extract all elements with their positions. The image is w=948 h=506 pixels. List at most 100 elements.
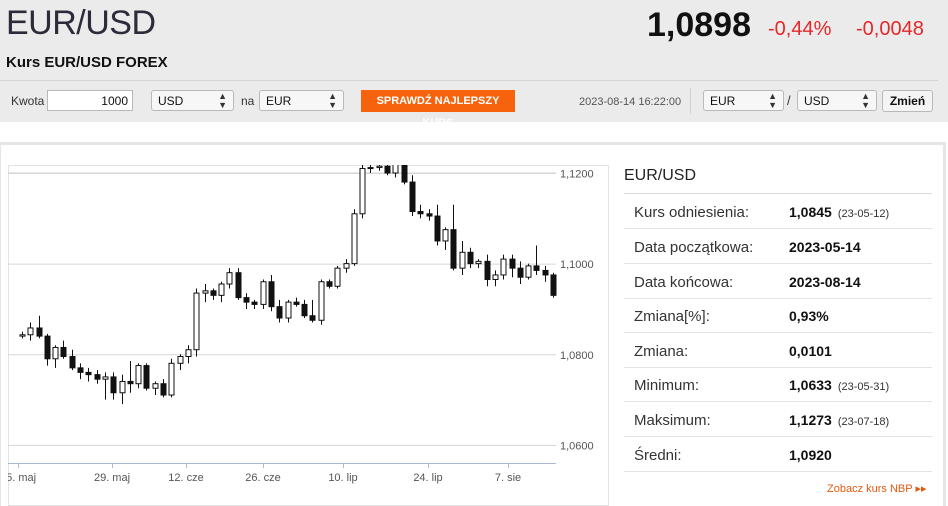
stat-row-start-date: Data początkowa: 2023-05-14 xyxy=(624,229,932,264)
candle-body xyxy=(44,335,51,360)
candle-body xyxy=(392,165,399,174)
y-tick-label: 1,1000 xyxy=(560,259,594,271)
candle-body xyxy=(260,281,267,305)
nbp-rate-link[interactable]: Zobacz kurs NBP ▸▸ xyxy=(827,483,927,495)
candle-body xyxy=(77,367,84,373)
candle-body xyxy=(119,380,126,394)
chart-y-labels: 1,0600 1,0800 1,1000 1,1200 xyxy=(560,169,594,453)
stat-date: (23-05-31) xyxy=(837,381,890,393)
change-percent: -0,44% xyxy=(768,18,832,40)
stat-label: Zmiana: xyxy=(634,343,689,360)
candle-body xyxy=(467,251,474,265)
stat-label: Data początkowa: xyxy=(634,239,754,256)
x-tick-label: 12. cze xyxy=(168,472,203,484)
candle-body xyxy=(509,258,516,269)
y-tick-label: 1,1200 xyxy=(560,169,594,181)
candle-body xyxy=(500,258,507,276)
x-tick-label: 26. cze xyxy=(245,472,280,484)
from-currency-value: USD xyxy=(158,94,184,108)
stat-label: Średni: xyxy=(634,447,682,464)
candle-body xyxy=(143,365,150,389)
pair-quote-select[interactable]: USD ▲ ▼ xyxy=(797,90,877,111)
candle-body xyxy=(102,376,109,380)
quote-header: EUR/USD Kurs EUR/USD FOREX 1,0898 -0,44%… xyxy=(0,0,948,129)
change-pair-button[interactable]: Zmień xyxy=(882,90,933,112)
chart-candles xyxy=(19,165,557,405)
candle-body xyxy=(434,215,441,242)
stat-row-end-date: Data końcowa: 2023-08-14 xyxy=(624,264,932,299)
stat-value-text: 1,1273 xyxy=(789,412,832,428)
page-subtitle: Kurs EUR/USD FOREX xyxy=(6,54,168,71)
candle-body xyxy=(285,301,292,319)
from-currency-select[interactable]: USD ▲ ▼ xyxy=(151,90,234,111)
candle-body xyxy=(19,334,26,337)
amount-label: Kwota xyxy=(11,94,45,108)
candle-body xyxy=(152,383,159,389)
current-price: 1,0898 xyxy=(647,6,751,44)
candle-body xyxy=(442,229,449,242)
candle-body xyxy=(484,260,491,280)
candle-body xyxy=(517,267,524,278)
to-label: na xyxy=(241,94,255,108)
candle-body xyxy=(367,167,374,170)
pair-base-value: EUR xyxy=(710,94,736,108)
stat-row-change: Zmiana: 0,0101 xyxy=(624,333,932,368)
stat-date: (23-05-12) xyxy=(837,208,890,220)
candle-body xyxy=(177,356,184,364)
select-arrows-icon: ▲ ▼ xyxy=(861,91,870,110)
candle-body xyxy=(384,165,391,174)
stat-label: Kurs odniesienia: xyxy=(634,204,750,221)
stat-date: (23-07-18) xyxy=(837,416,890,428)
candle-body xyxy=(426,213,433,217)
stat-value: 1,0633 (23-05-31) xyxy=(789,377,889,393)
candle-body xyxy=(251,301,258,305)
stat-label: Data końcowa: xyxy=(634,274,734,291)
candle-body xyxy=(309,315,316,321)
to-currency-select[interactable]: EUR ▲ ▼ xyxy=(259,90,344,111)
content-panel xyxy=(0,142,946,506)
stat-value: 1,0845 (23-05-12) xyxy=(789,204,889,220)
candle-body xyxy=(218,283,225,296)
best-rate-button[interactable]: SPRAWDŹ NAJLEPSZY KURS xyxy=(361,90,515,129)
stat-value: 1,0920 xyxy=(789,447,832,463)
candle-body xyxy=(127,380,134,385)
candle-body xyxy=(60,346,67,358)
candle-body xyxy=(235,272,242,299)
candle-body xyxy=(193,292,200,351)
pair-quote-value: USD xyxy=(804,94,830,108)
x-tick-label: 10. lip xyxy=(328,472,357,484)
candle-body xyxy=(168,362,175,396)
candle-body xyxy=(475,260,482,265)
candle-body xyxy=(69,356,76,369)
chart-grid xyxy=(8,172,556,468)
to-currency-value: EUR xyxy=(266,94,292,108)
candle-body xyxy=(459,251,466,269)
candle-body xyxy=(202,290,209,294)
stat-row-maximum: Maksimum: 1,1273 (23-07-18) xyxy=(624,402,932,437)
candle-body xyxy=(492,274,499,280)
candle-body xyxy=(268,281,275,308)
stat-value-text: 1,0845 xyxy=(789,204,832,220)
candle-body xyxy=(550,274,557,296)
candle-body xyxy=(226,272,233,285)
select-arrows-icon: ▲ ▼ xyxy=(218,91,227,110)
candle-body xyxy=(276,306,283,319)
stat-value: 1,1273 (23-07-18) xyxy=(789,412,889,428)
candle-body xyxy=(334,267,341,287)
stat-value: 2023-08-14 xyxy=(789,274,861,290)
candle-body xyxy=(135,365,142,385)
x-tick-label: 15. maj xyxy=(8,472,36,484)
stat-row-average: Średni: 1,0920 xyxy=(624,437,932,472)
candle-body xyxy=(525,265,532,278)
candle-body xyxy=(318,281,325,321)
amount-input[interactable] xyxy=(47,90,133,111)
x-tick-label: 24. lip xyxy=(413,472,442,484)
pair-base-select[interactable]: EUR ▲ ▼ xyxy=(703,90,784,111)
candle-body xyxy=(160,383,167,396)
candle-body xyxy=(542,269,549,276)
candle-body xyxy=(301,303,308,317)
candle-body xyxy=(401,165,408,183)
candle-body xyxy=(85,371,92,376)
candle-body xyxy=(243,297,250,303)
